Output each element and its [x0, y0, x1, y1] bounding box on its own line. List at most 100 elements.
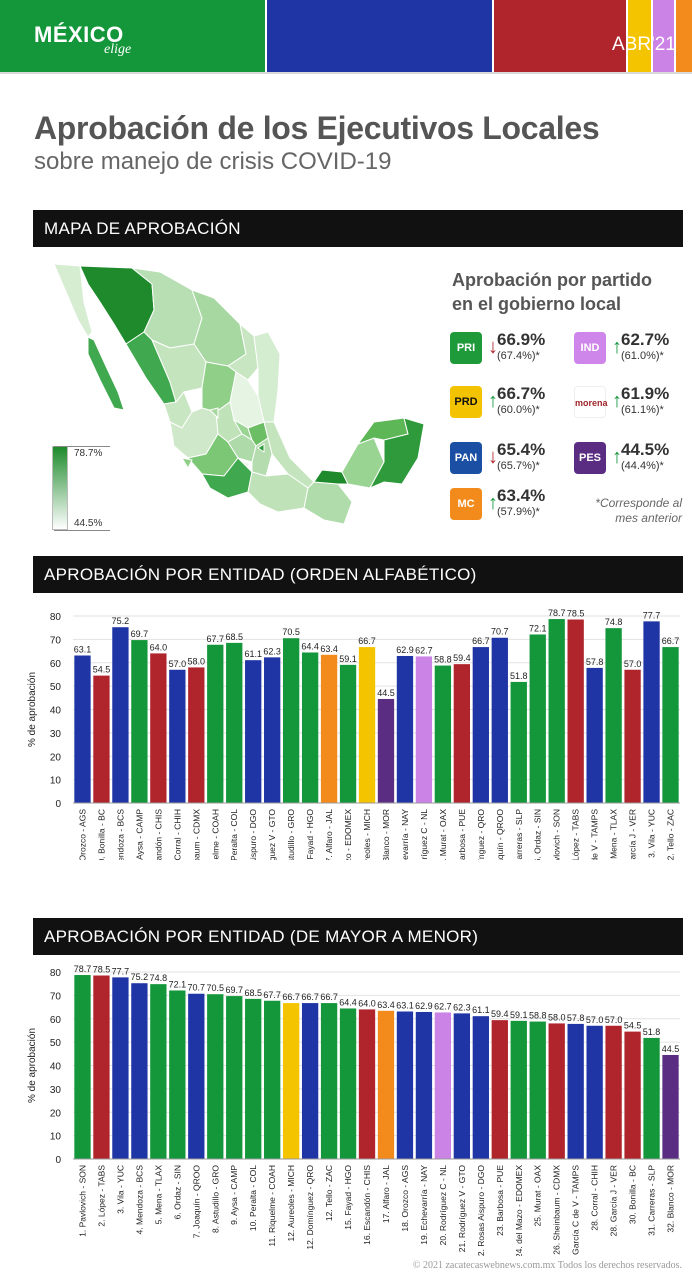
bar	[245, 660, 262, 803]
arrow-down-icon: ↓	[488, 336, 498, 358]
party-prev-value: (65.7%)*	[497, 460, 540, 472]
header: MÉXICO elige ABR'21	[0, 0, 692, 74]
data-label: 66.7	[662, 636, 680, 646]
arrow-down-icon: ↓	[488, 446, 498, 468]
y-tick-label: 30	[50, 1085, 62, 1096]
section-alphabetical-header: APROBACIÓN POR ENTIDAD (ORDEN ALFABÉTICO…	[33, 556, 683, 593]
chart-alphabetical: 0 10 20 30 40 50 60 70 80 % de aprobación 63.1 18. …	[27, 608, 680, 860]
header-segment-2	[494, 0, 626, 72]
party-mc: MC ↑ 63.4% (57.9%)*	[450, 486, 570, 526]
bar	[453, 1013, 471, 1159]
x-tick-label: 30. Bonilla - BC	[96, 809, 106, 860]
data-label: 62.7	[415, 645, 433, 655]
bar	[567, 1023, 584, 1159]
data-label: 66.7	[472, 636, 490, 646]
bar	[605, 1025, 622, 1159]
party-prev-value: (67.4%)*	[497, 350, 540, 362]
x-tick-label: 24. del Mazo - EDOMEX	[514, 1165, 524, 1256]
bar	[643, 1037, 660, 1159]
data-label: 44.5	[377, 688, 395, 698]
x-tick-label: 4. Mendoza - BCS	[134, 1165, 144, 1235]
data-label: 58.8	[434, 655, 452, 665]
x-tick-label: 23. Barbosa - PUE	[495, 1165, 505, 1236]
x-tick-label: 26. Sheinbaum - CDMX	[191, 809, 201, 860]
x-tick-label: 28. García J - VER	[609, 1165, 619, 1236]
map-legend-tick-max	[54, 446, 110, 447]
data-label: 78.5	[93, 965, 111, 975]
bar	[226, 996, 243, 1159]
bar	[434, 1012, 452, 1159]
data-label: 75.2	[131, 972, 149, 982]
map-legend-gradient	[52, 446, 68, 530]
data-label: 57.0	[605, 1015, 623, 1025]
bar	[510, 1020, 527, 1159]
x-tick-label: 31. Carreras - SLP	[647, 1165, 657, 1236]
arrow-up-icon: ↑	[612, 390, 622, 412]
x-tick-label: 21. Rodríguez V - GTO	[267, 809, 277, 860]
data-label: 57.0	[624, 659, 642, 669]
data-label: 68.5	[225, 632, 243, 642]
header-divider	[0, 72, 692, 74]
data-label: 57.0	[586, 1015, 604, 1025]
y-axis-label: % de aprobación	[27, 672, 38, 747]
bar	[453, 664, 471, 803]
x-tick-label: 31. Carreras - SLP	[514, 809, 524, 860]
x-tick-label: 30. Bonilla - BC	[628, 1165, 638, 1224]
data-label: 62.9	[396, 645, 414, 655]
bar	[169, 990, 186, 1159]
x-tick-label: 5. Mena - TLAX	[153, 1165, 163, 1225]
map-state-col	[180, 457, 193, 470]
arrow-up-icon: ↑	[488, 492, 498, 514]
bar	[93, 675, 110, 803]
data-label: 67.7	[207, 634, 225, 644]
map-state-qroo	[368, 417, 425, 490]
data-label: 62.9	[415, 1001, 433, 1011]
x-tick-label: 23. Barbosa - PUE	[457, 809, 467, 860]
data-label: 63.4	[377, 1000, 395, 1010]
x-tick-label: 8. Astudillo - GRO	[286, 809, 296, 860]
bar	[605, 628, 622, 803]
page-title: Aprobación de los Ejecutivos Locales	[34, 110, 600, 146]
x-tick-label: 6. Ordaz - SIN	[533, 809, 543, 860]
bar	[662, 647, 679, 803]
bar	[548, 1023, 565, 1159]
y-tick-label: 50	[50, 682, 62, 693]
x-tick-label: 11. Riquelme - COAH	[210, 809, 220, 860]
data-label: 54.5	[624, 1021, 642, 1031]
x-tick-label: 12. Domínguez - QRO	[476, 809, 486, 860]
data-label: 78.5	[567, 609, 585, 619]
data-label: 62.3	[453, 1002, 471, 1012]
x-tick-label: 20. Rodríguez C - NL	[419, 809, 429, 860]
x-tick-label: 24. del Mazo - EDOMEX	[343, 809, 353, 860]
y-tick-label: 70	[50, 991, 62, 1002]
x-tick-label: 6. Ordaz - SIN	[172, 1165, 182, 1219]
x-tick-label: 26. Sheinbaum - CDMX	[552, 1165, 562, 1255]
data-label: 64.4	[301, 641, 319, 651]
party-value: 66.9%	[497, 330, 546, 349]
bar	[207, 644, 224, 803]
bar	[434, 665, 452, 803]
bar	[74, 655, 91, 803]
party-pes: PES ↑ 44.5% (44.4%)*	[574, 440, 692, 480]
x-tick-label: 22. Rosas Aispuro - DGO	[476, 1165, 486, 1256]
x-tick-label: 10. Peralta - COL	[229, 809, 239, 860]
data-label: 44.5	[662, 1044, 680, 1054]
x-tick-label: 10. Peralta - COL	[248, 1165, 258, 1231]
x-tick-label: 28. Corral - CHIH	[590, 1165, 600, 1231]
y-tick-label: 40	[50, 1062, 62, 1073]
arrow-up-icon: ↑	[612, 336, 622, 358]
y-tick-label: 20	[50, 1108, 62, 1119]
data-label: 75.2	[112, 616, 130, 626]
data-label: 51.8	[643, 1027, 661, 1037]
y-tick-label: 20	[50, 752, 62, 763]
map-state-tlax	[257, 443, 265, 453]
x-tick-label: 16. Escandón - CHIS	[362, 1165, 372, 1245]
x-tick-label: 17. Alfaro - JAL	[324, 809, 334, 860]
data-label: 72.1	[529, 623, 547, 633]
x-tick-label: 27. García C de V - TAMPS	[590, 809, 600, 860]
party-pan: PAN ↓ 65.4% (65.7%)*	[450, 440, 570, 480]
x-tick-label: 18. Orozco - AGS	[400, 1165, 410, 1232]
bar	[358, 647, 376, 803]
page-subtitle: sobre manejo de crisis COVID-19	[34, 148, 392, 175]
bar	[320, 654, 338, 803]
